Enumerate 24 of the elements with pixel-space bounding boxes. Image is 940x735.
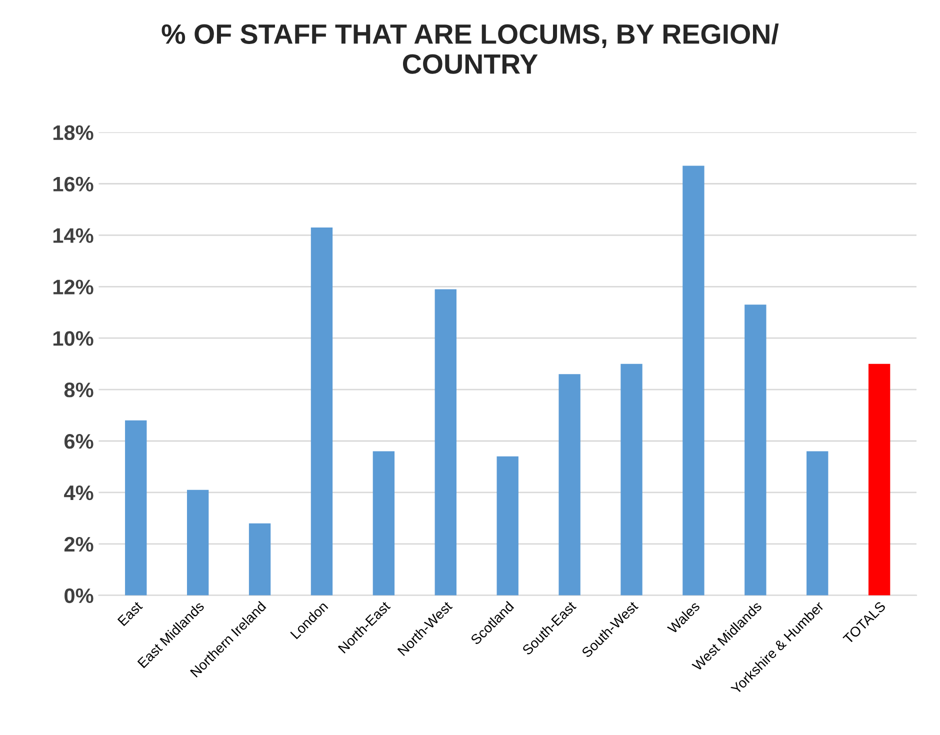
- bar: [744, 304, 766, 596]
- y-tick-label: 10%: [53, 331, 94, 346]
- bar: [372, 451, 395, 596]
- bar: [434, 289, 456, 596]
- y-tick-label: 14%: [53, 228, 94, 243]
- y-tick-label: 0%: [64, 588, 94, 604]
- bar: [248, 523, 271, 596]
- bar: [868, 364, 890, 596]
- bar: [558, 374, 580, 596]
- bar: [125, 420, 147, 596]
- chart-title: % OF STAFF THAT ARE LOCUMS, BY REGION/ COUNTRY: [162, 24, 779, 74]
- y-tick-label: 12%: [53, 280, 94, 294]
- y-tick-label: 2%: [64, 536, 94, 552]
- bar: [806, 451, 828, 596]
- y-tick-label: 8%: [64, 382, 94, 398]
- bar: [310, 227, 333, 596]
- bar: [496, 456, 518, 596]
- y-tick-label: 18%: [53, 125, 94, 140]
- y-tick-label: 16%: [53, 176, 94, 192]
- bar: [186, 490, 209, 596]
- bar: [682, 166, 704, 596]
- y-tick-label: 4%: [64, 486, 94, 500]
- y-tick-label: 6%: [64, 434, 94, 449]
- bar: [620, 364, 642, 596]
